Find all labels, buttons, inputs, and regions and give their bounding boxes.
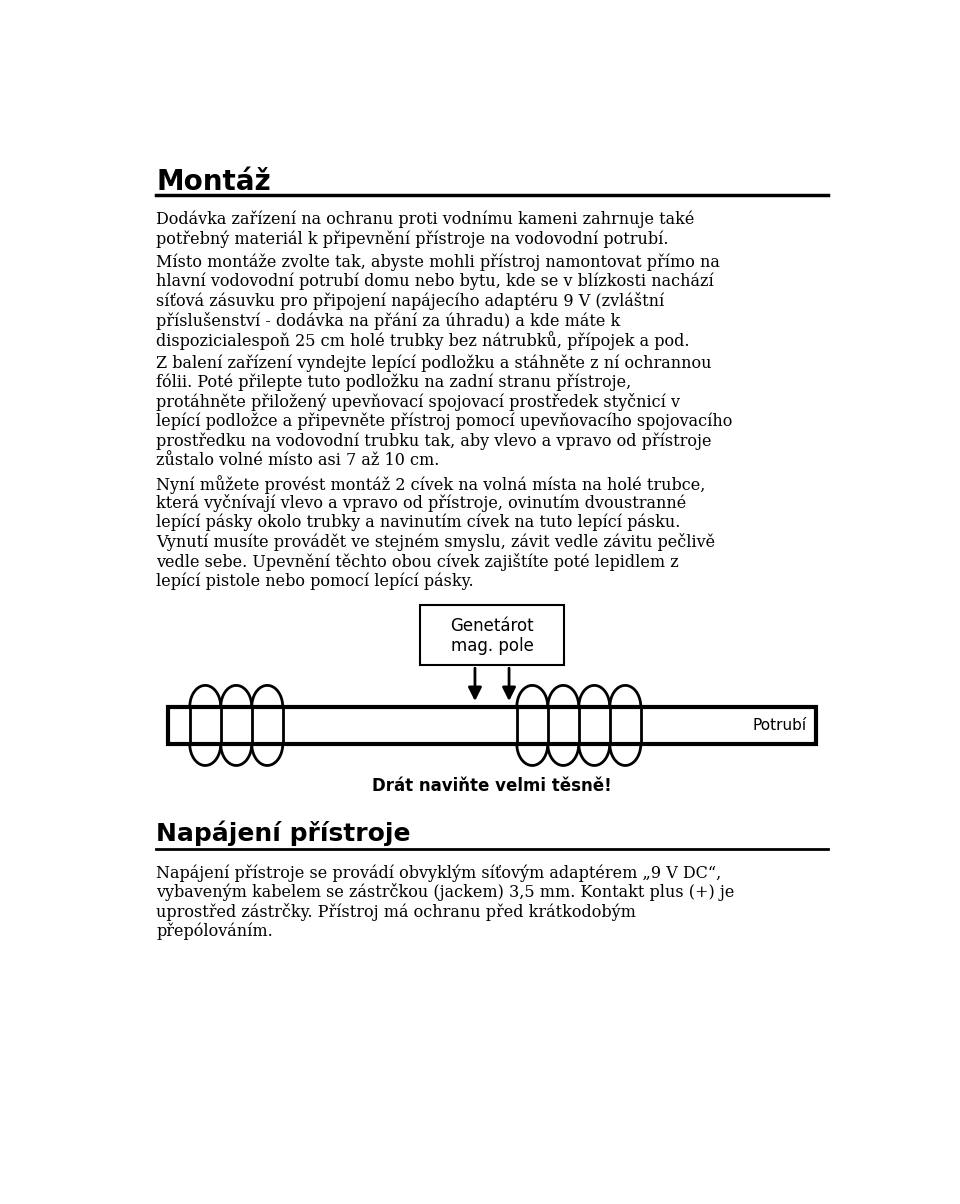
Text: vedle sebe. Upevnění těchto obou cívek zajištíte poté lepidlem z: vedle sebe. Upevnění těchto obou cívek z… — [156, 553, 679, 571]
Text: vybaveným kabelem se zástrčkou (jackem) 3,5 mm. Kontakt plus (+) je: vybaveným kabelem se zástrčkou (jackem) … — [156, 884, 734, 902]
Text: zůstalo volné místo asi 7 až 10 cm.: zůstalo volné místo asi 7 až 10 cm. — [156, 452, 440, 468]
Text: Dodávka zařízení na ochranu proti vodnímu kameni zahrnuje také: Dodávka zařízení na ochranu proti vodním… — [156, 211, 695, 229]
Text: lepící podložce a připevněte přístroj pomocí upevňovacího spojovacího: lepící podložce a připevněte přístroj po… — [156, 413, 732, 430]
Text: lepící pistole nebo pomocí lepící pásky.: lepící pistole nebo pomocí lepící pásky. — [156, 572, 474, 590]
Text: Drát naviňte velmi těsně!: Drát naviňte velmi těsně! — [372, 777, 612, 795]
Text: Vynutí musíte provádět ve stejném smyslu, závit vedle závitu pečlivě: Vynutí musíte provádět ve stejném smyslu… — [156, 533, 715, 551]
Text: Genetárot: Genetárot — [450, 618, 534, 636]
Text: fólii. Poté přilepte tuto podložku na zadní stranu přístroje,: fólii. Poté přilepte tuto podložku na za… — [156, 374, 632, 391]
Text: příslušenství - dodávka na přání za úhradu) a kde máte k: příslušenství - dodávka na přání za úhra… — [156, 312, 621, 330]
Bar — [420, 606, 564, 666]
Text: Nyní můžete provést montáž 2 cívek na volná místa na holé trubce,: Nyní můžete provést montáž 2 cívek na vo… — [156, 474, 706, 494]
Text: protáhněte přiložený upevňovací spojovací prostředek styčnicí v: protáhněte přiložený upevňovací spojovac… — [156, 394, 681, 412]
Text: Napájení přístroje se provádí obvyklým síťovým adaptérem „9 V DC“,: Napájení přístroje se provádí obvyklým s… — [156, 864, 722, 881]
Text: dispozicialespoň 25 cm holé trubky bez nátrubků, přípojek a pod.: dispozicialespoň 25 cm holé trubky bez n… — [156, 331, 690, 350]
Text: mag. pole: mag. pole — [450, 637, 534, 655]
Text: síťová zásuvku pro připojení napájecího adaptéru 9 V (zvláštní: síťová zásuvku pro připojení napájecího … — [156, 293, 664, 311]
Text: Místo montáže zvolte tak, abyste mohli přístroj namontovat přímo na: Místo montáže zvolte tak, abyste mohli p… — [156, 253, 720, 271]
Text: přepólováním.: přepólováním. — [156, 922, 274, 940]
Text: potřebný materiál k připevnění přístroje na vodovodní potrubí.: potřebný materiál k připevnění přístroje… — [156, 230, 669, 248]
Bar — [168, 707, 816, 744]
Text: která vyčnívají vlevo a vpravo od přístroje, ovinutím dvoustranné: která vyčnívají vlevo a vpravo od přístr… — [156, 495, 686, 512]
Text: prostředku na vodovodní trubku tak, aby vlevo a vpravo od přístroje: prostředku na vodovodní trubku tak, aby … — [156, 432, 712, 449]
Text: Potrubí: Potrubí — [753, 718, 806, 733]
Text: Montáž: Montáž — [156, 167, 271, 195]
Text: Z balení zařízení vyndejte lepící podložku a stáhněte z ní ochrannou: Z balení zařízení vyndejte lepící podlož… — [156, 354, 712, 372]
Text: lepící pásky okolo trubky a navinutím cívek na tuto lepící pásku.: lepící pásky okolo trubky a navinutím cí… — [156, 514, 681, 531]
Text: hlavní vodovodní potrubí domu nebo bytu, kde se v blízkosti nachází: hlavní vodovodní potrubí domu nebo bytu,… — [156, 273, 714, 290]
Text: Napájení přístroje: Napájení přístroje — [156, 821, 411, 846]
Text: uprostřed zástrčky. Přístroj má ochranu před krátkodobým: uprostřed zástrčky. Přístroj má ochranu … — [156, 903, 636, 921]
